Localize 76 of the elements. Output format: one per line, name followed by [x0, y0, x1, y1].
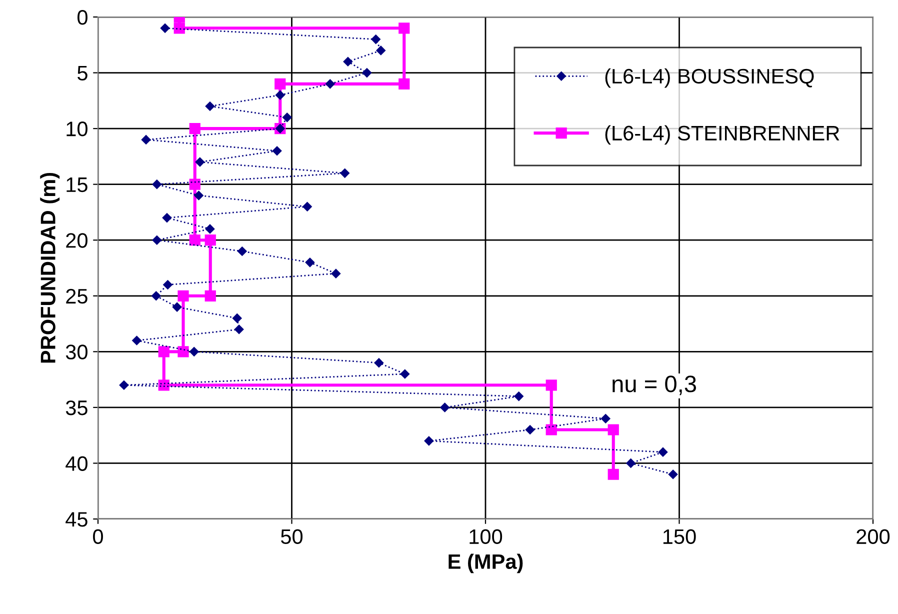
point [189, 234, 200, 246]
point [195, 157, 205, 167]
point [525, 425, 535, 434]
point [178, 346, 189, 358]
legend-label: (L6-L4) STEINBRENNER [605, 125, 840, 145]
point [546, 424, 557, 436]
point [331, 268, 341, 278]
y-tick-label: 5 [78, 66, 88, 81]
y-tick-label: 45 [66, 512, 88, 527]
point [204, 234, 216, 246]
point [398, 22, 410, 34]
point [340, 168, 350, 178]
point [398, 78, 410, 90]
y-tick-label: 35 [66, 400, 88, 416]
point [204, 290, 216, 302]
point [172, 302, 182, 312]
point [601, 414, 610, 424]
point [274, 78, 286, 90]
point [205, 224, 215, 234]
point [376, 46, 386, 56]
point [362, 68, 372, 78]
annotation: nu = 0,3 [612, 376, 696, 396]
y-tick-label: 40 [66, 456, 88, 471]
x-tick-label: 200 [856, 529, 890, 544]
y-tick-label: 10 [66, 122, 88, 136]
x-tick-label: 50 [281, 529, 303, 544]
point [325, 79, 335, 89]
point [608, 424, 619, 436]
point [152, 180, 162, 189]
point [668, 470, 678, 479]
point [152, 291, 161, 301]
point [178, 290, 189, 302]
point [132, 336, 142, 346]
y-tick-label: 20 [66, 233, 88, 248]
point [658, 447, 668, 457]
point [305, 258, 315, 268]
point [424, 436, 434, 446]
point [152, 235, 162, 245]
y-tick-label: 25 [66, 288, 88, 304]
legend-label: (L6-L4) BOUSSINESQ [605, 68, 814, 88]
point [282, 112, 292, 122]
y-tick-label: 15 [66, 178, 88, 192]
point [174, 22, 185, 34]
point [343, 57, 353, 66]
y-tick-label: 0 [78, 10, 88, 25]
point [440, 402, 450, 412]
point [276, 90, 285, 100]
point [162, 213, 172, 222]
point [272, 146, 282, 156]
point [514, 392, 524, 401]
y-tick-label: 30 [66, 344, 88, 360]
point [189, 347, 199, 356]
point [189, 178, 200, 190]
x-tick-label: 150 [663, 529, 696, 544]
point [234, 324, 244, 334]
point [205, 102, 215, 111]
point [163, 280, 172, 290]
x-tick-label: 100 [470, 529, 502, 544]
point [374, 358, 384, 368]
point [189, 123, 200, 134]
point [158, 346, 170, 358]
point [232, 314, 242, 323]
point [400, 369, 410, 379]
y-axis-title: PROFUNDIDAD (m) [40, 172, 60, 363]
point [302, 202, 312, 212]
x-axis-title: E (MPa) [448, 554, 523, 574]
x-tick-label: 0 [93, 529, 103, 544]
point [238, 246, 247, 256]
point [626, 458, 636, 468]
point [371, 34, 380, 44]
point [546, 380, 557, 391]
point [119, 380, 129, 390]
point [160, 24, 170, 33]
point [194, 190, 204, 200]
point [141, 135, 151, 144]
point [608, 468, 619, 480]
